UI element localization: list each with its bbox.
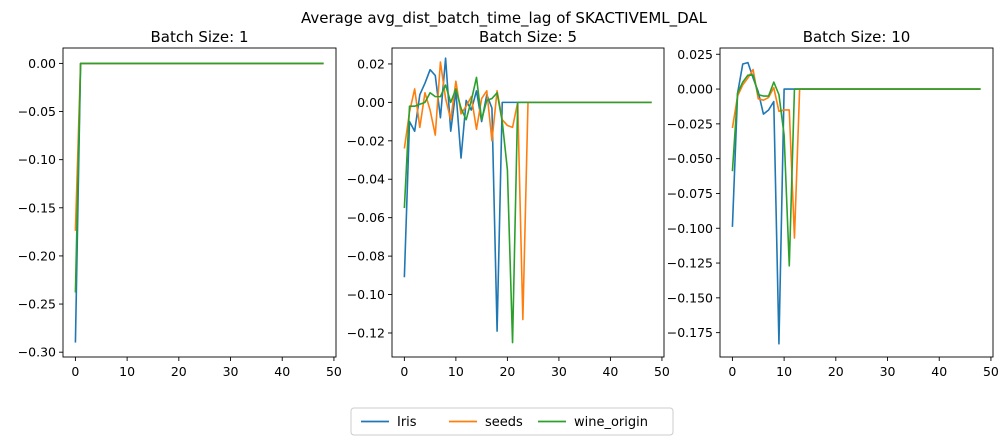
y-tick-label: 0.00: [28, 56, 56, 71]
x-tick-label: 50: [983, 364, 999, 379]
y-tick-label: −0.08: [347, 249, 385, 264]
y-tick-label: 0.000: [677, 82, 713, 97]
y-tick-label: 0.00: [357, 95, 385, 110]
y-tick-label: −0.025: [667, 116, 713, 131]
x-tick-label: 20: [828, 364, 844, 379]
y-tick-label: −0.100: [667, 221, 713, 236]
series-line-iris: [403, 57, 652, 332]
y-tick-label: −0.175: [667, 325, 713, 340]
x-tick-label: 40: [274, 364, 290, 379]
y-tick-label: −0.075: [667, 186, 713, 201]
legend-box: [350, 407, 674, 436]
subplot-title: Batch Size: 5: [479, 28, 577, 46]
y-tick-label: −0.10: [18, 152, 56, 167]
y-tick-label: 0.02: [357, 56, 385, 71]
x-tick-label: 30: [551, 364, 567, 379]
x-tick-label: 0: [728, 364, 736, 379]
y-tick-label: −0.25: [18, 297, 56, 312]
x-tick-label: 20: [499, 364, 515, 379]
series-line-seeds: [731, 68, 981, 239]
x-tick-label: 10: [448, 364, 464, 379]
subplots: Batch Size: 10 10 20 30 40 500.00−0.05−0.10−0…: [18, 28, 999, 379]
subplot-1: Batch Size: 1 0 10 20 30 40 50 0.00 −0.05 −0.10 −0…: [18, 28, 342, 379]
x-tick-label: 10: [119, 364, 135, 379]
x-tick-label: 0: [71, 364, 79, 379]
x-tick-label: 0: [400, 364, 408, 379]
axes-frame: [719, 47, 994, 358]
y-tick-label: −0.02: [347, 133, 385, 148]
series-line-seeds: [74, 62, 324, 231]
y-tick-label: −0.04: [347, 172, 385, 187]
axes-frame: [62, 47, 337, 358]
y-tick-label: −0.05: [18, 104, 56, 119]
series-line-wine-origin: [74, 62, 324, 293]
x-tick-label: 30: [880, 364, 896, 379]
x-tick-label: 10: [776, 364, 792, 379]
x-tick-label: 50: [654, 364, 670, 379]
x-tick-label: 40: [931, 364, 947, 379]
x-tick-label: 30: [223, 364, 239, 379]
x-tick-label: 40: [602, 364, 618, 379]
x-tick-label: 50: [326, 364, 342, 379]
series-line-wine-origin: [403, 76, 652, 344]
figure-suptitle: Average avg_dist_batch_time_lag of SKACT…: [301, 9, 708, 28]
legend-label: wine_origin: [574, 415, 648, 430]
y-tick-label: −0.050: [667, 151, 713, 166]
subplot-3: Batch Size: 10 0 10 20 30 40 50 0.025 0.000 −0.02…: [667, 28, 999, 379]
y-tick-label: 0.025: [677, 47, 713, 62]
y-tick-label: −0.12: [347, 325, 385, 340]
subplot-2: Batch Size: 5 0 10 20 30 40 50 0.02 0.00 −0.02 −0.…: [347, 28, 670, 379]
y-tick-label: −0.06: [347, 210, 385, 225]
y-tick-label: −0.150: [667, 290, 713, 305]
y-tick-label: −0.30: [18, 345, 56, 360]
legend: Iris seeds wine_origin: [350, 407, 674, 436]
series-line-iris: [731, 61, 981, 345]
subplot-title: Batch Size: 1: [150, 28, 248, 46]
y-tick-label: −0.20: [18, 248, 56, 263]
legend-label: seeds: [485, 415, 523, 430]
legend-label: Iris: [397, 415, 417, 430]
series-line-wine-origin: [731, 74, 981, 267]
subplot-title: Batch Size: 10: [803, 28, 911, 46]
x-tick-label: 20: [171, 364, 187, 379]
axes-frame: [391, 47, 665, 358]
y-tick-label: −0.10: [347, 287, 385, 302]
series-line-seeds: [403, 61, 652, 321]
y-tick-label: −0.15: [18, 200, 56, 215]
series-line-iris: [74, 62, 324, 343]
y-tick-label: −0.125: [667, 256, 713, 271]
